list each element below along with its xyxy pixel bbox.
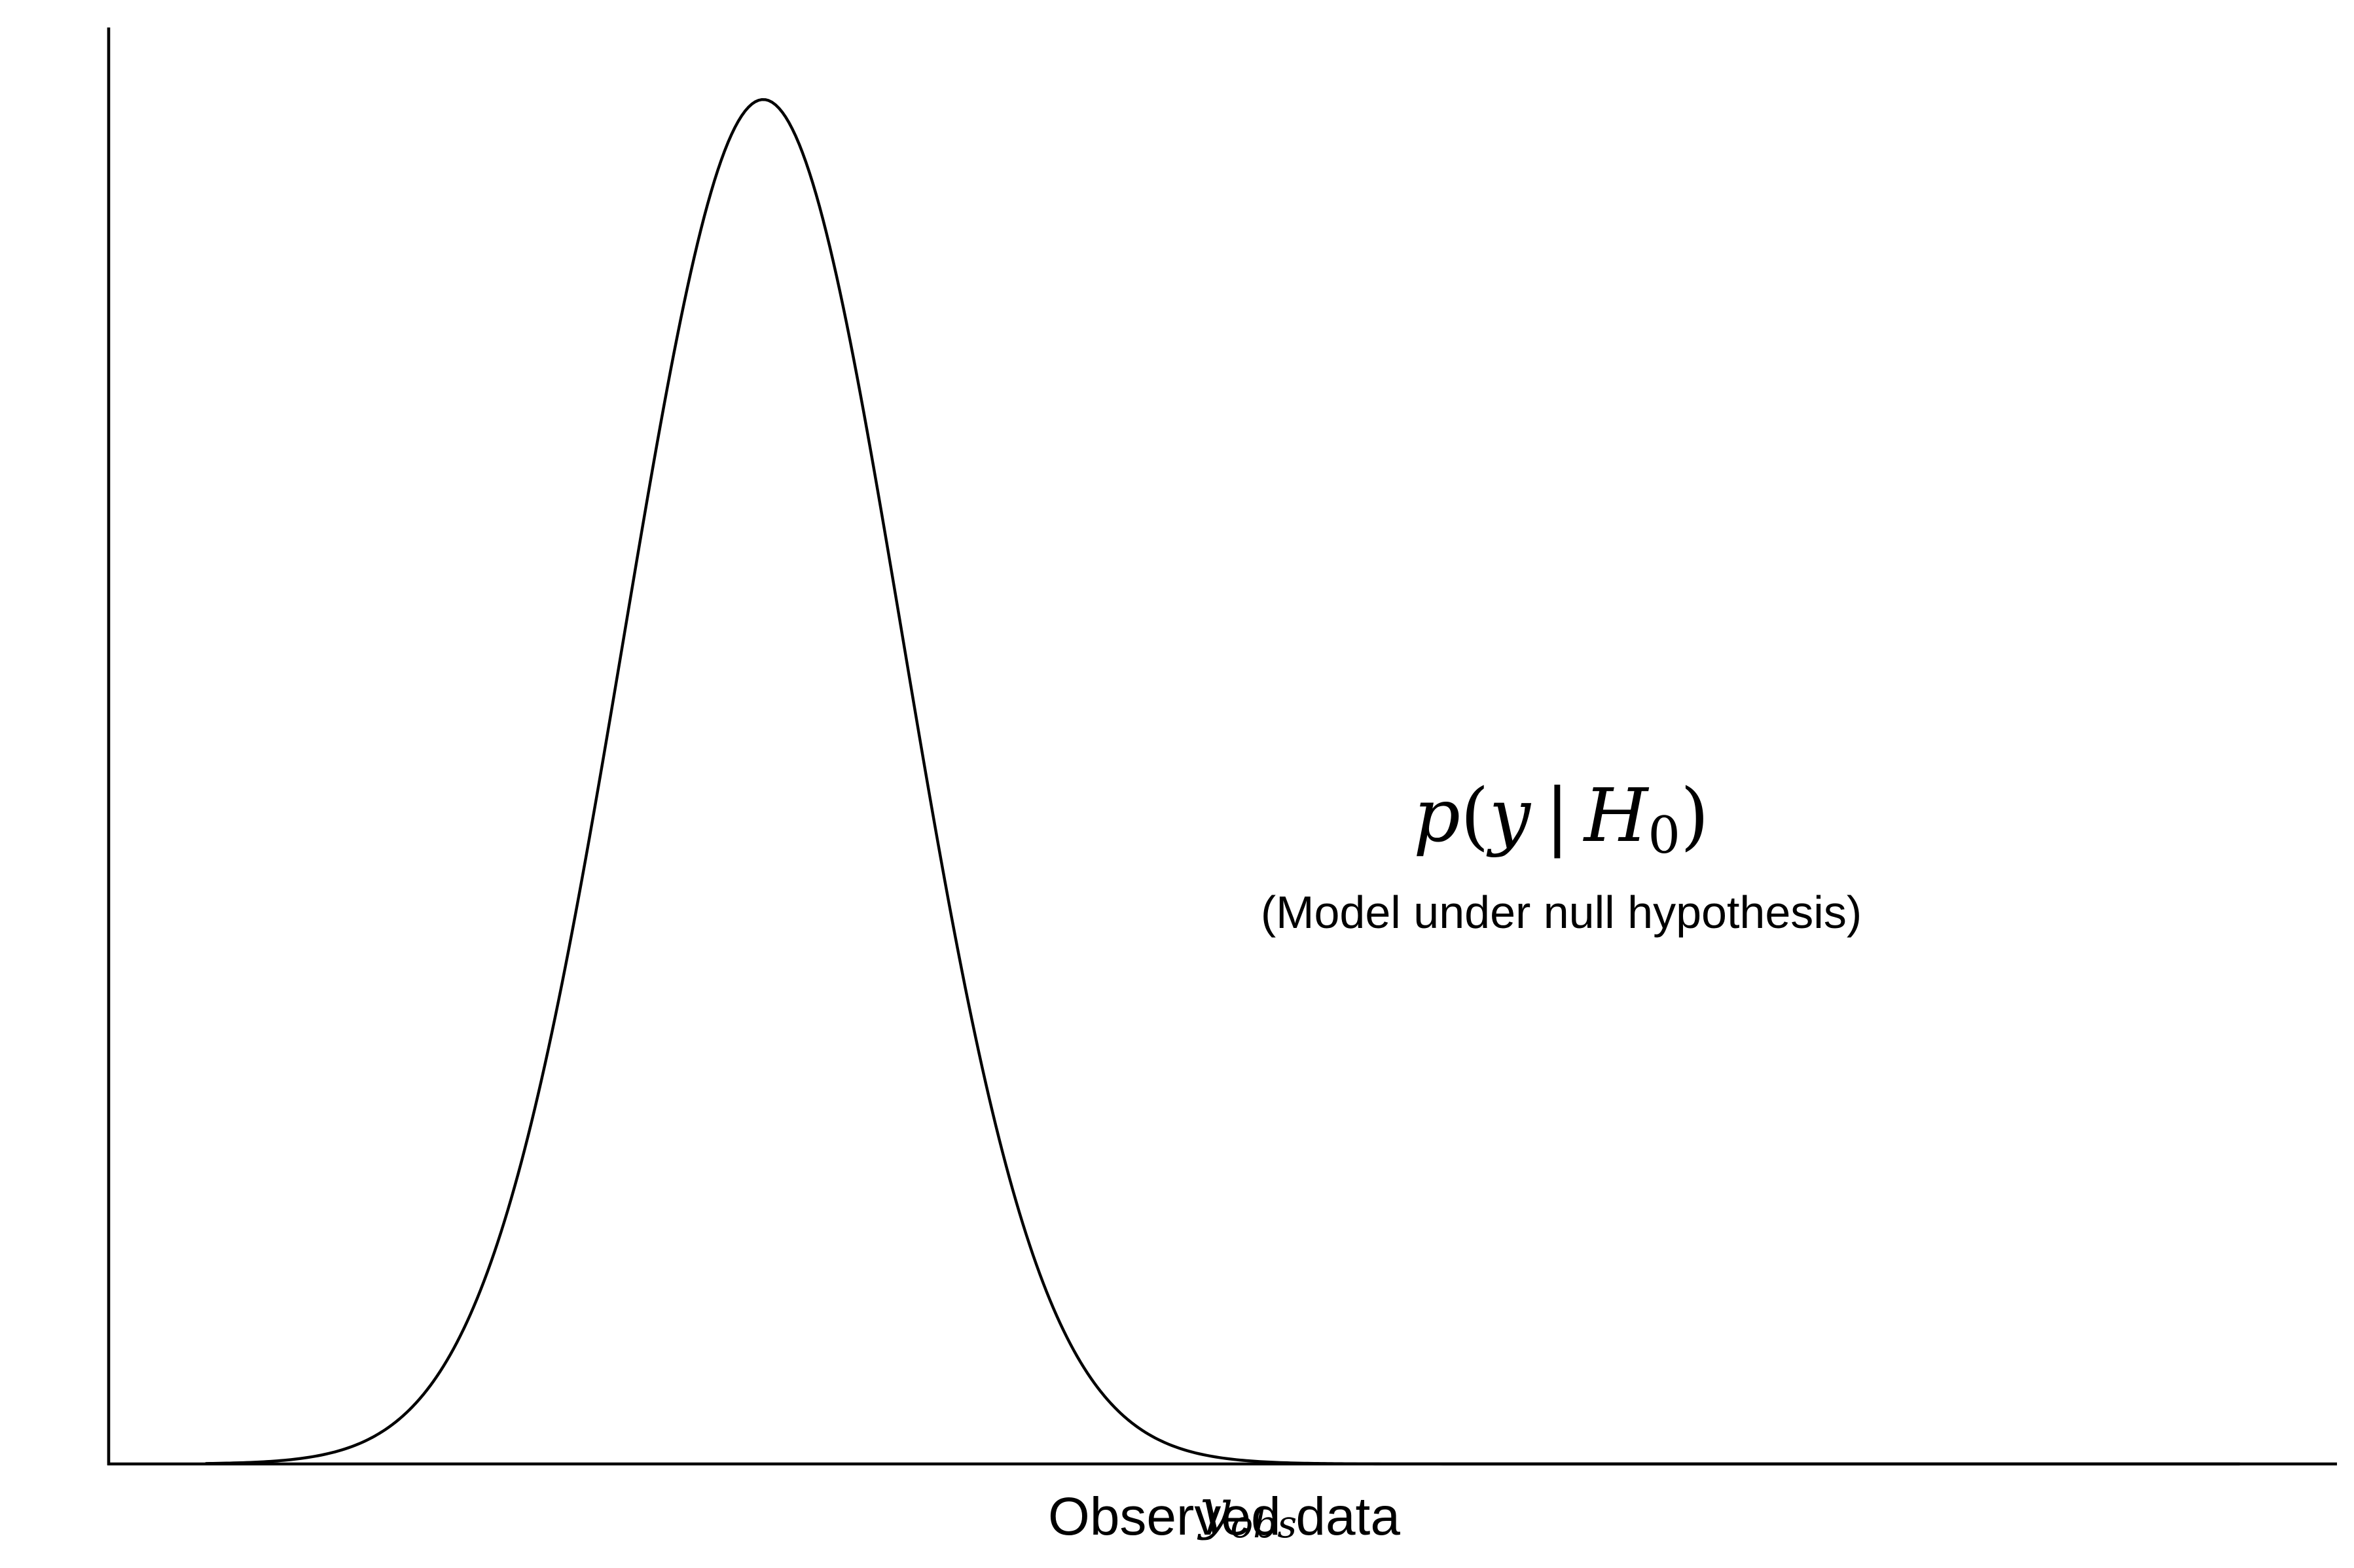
x-axis-label: Observed data — [1048, 1487, 1400, 1546]
formula-var: y — [1486, 774, 1532, 859]
formula-hypothesis-subscript: 0 — [1648, 806, 1680, 865]
y-obs-symbol: y — [1197, 1477, 1231, 1541]
formula-close-paren: ) — [1680, 774, 1709, 859]
y-obs-marker-label: yobs — [1197, 1477, 1297, 1546]
null-model-caption: (Model under null hypothesis) — [1261, 887, 1862, 938]
formula-given-bar: | — [1545, 774, 1570, 859]
formula-hypothesis: H — [1583, 774, 1650, 859]
density-formula: p(y | H0) — [1413, 774, 1709, 865]
y-obs-subscript: obs — [1230, 1502, 1297, 1546]
formula-func: p — [1413, 774, 1460, 859]
formula-open-paren: ( — [1460, 774, 1489, 859]
